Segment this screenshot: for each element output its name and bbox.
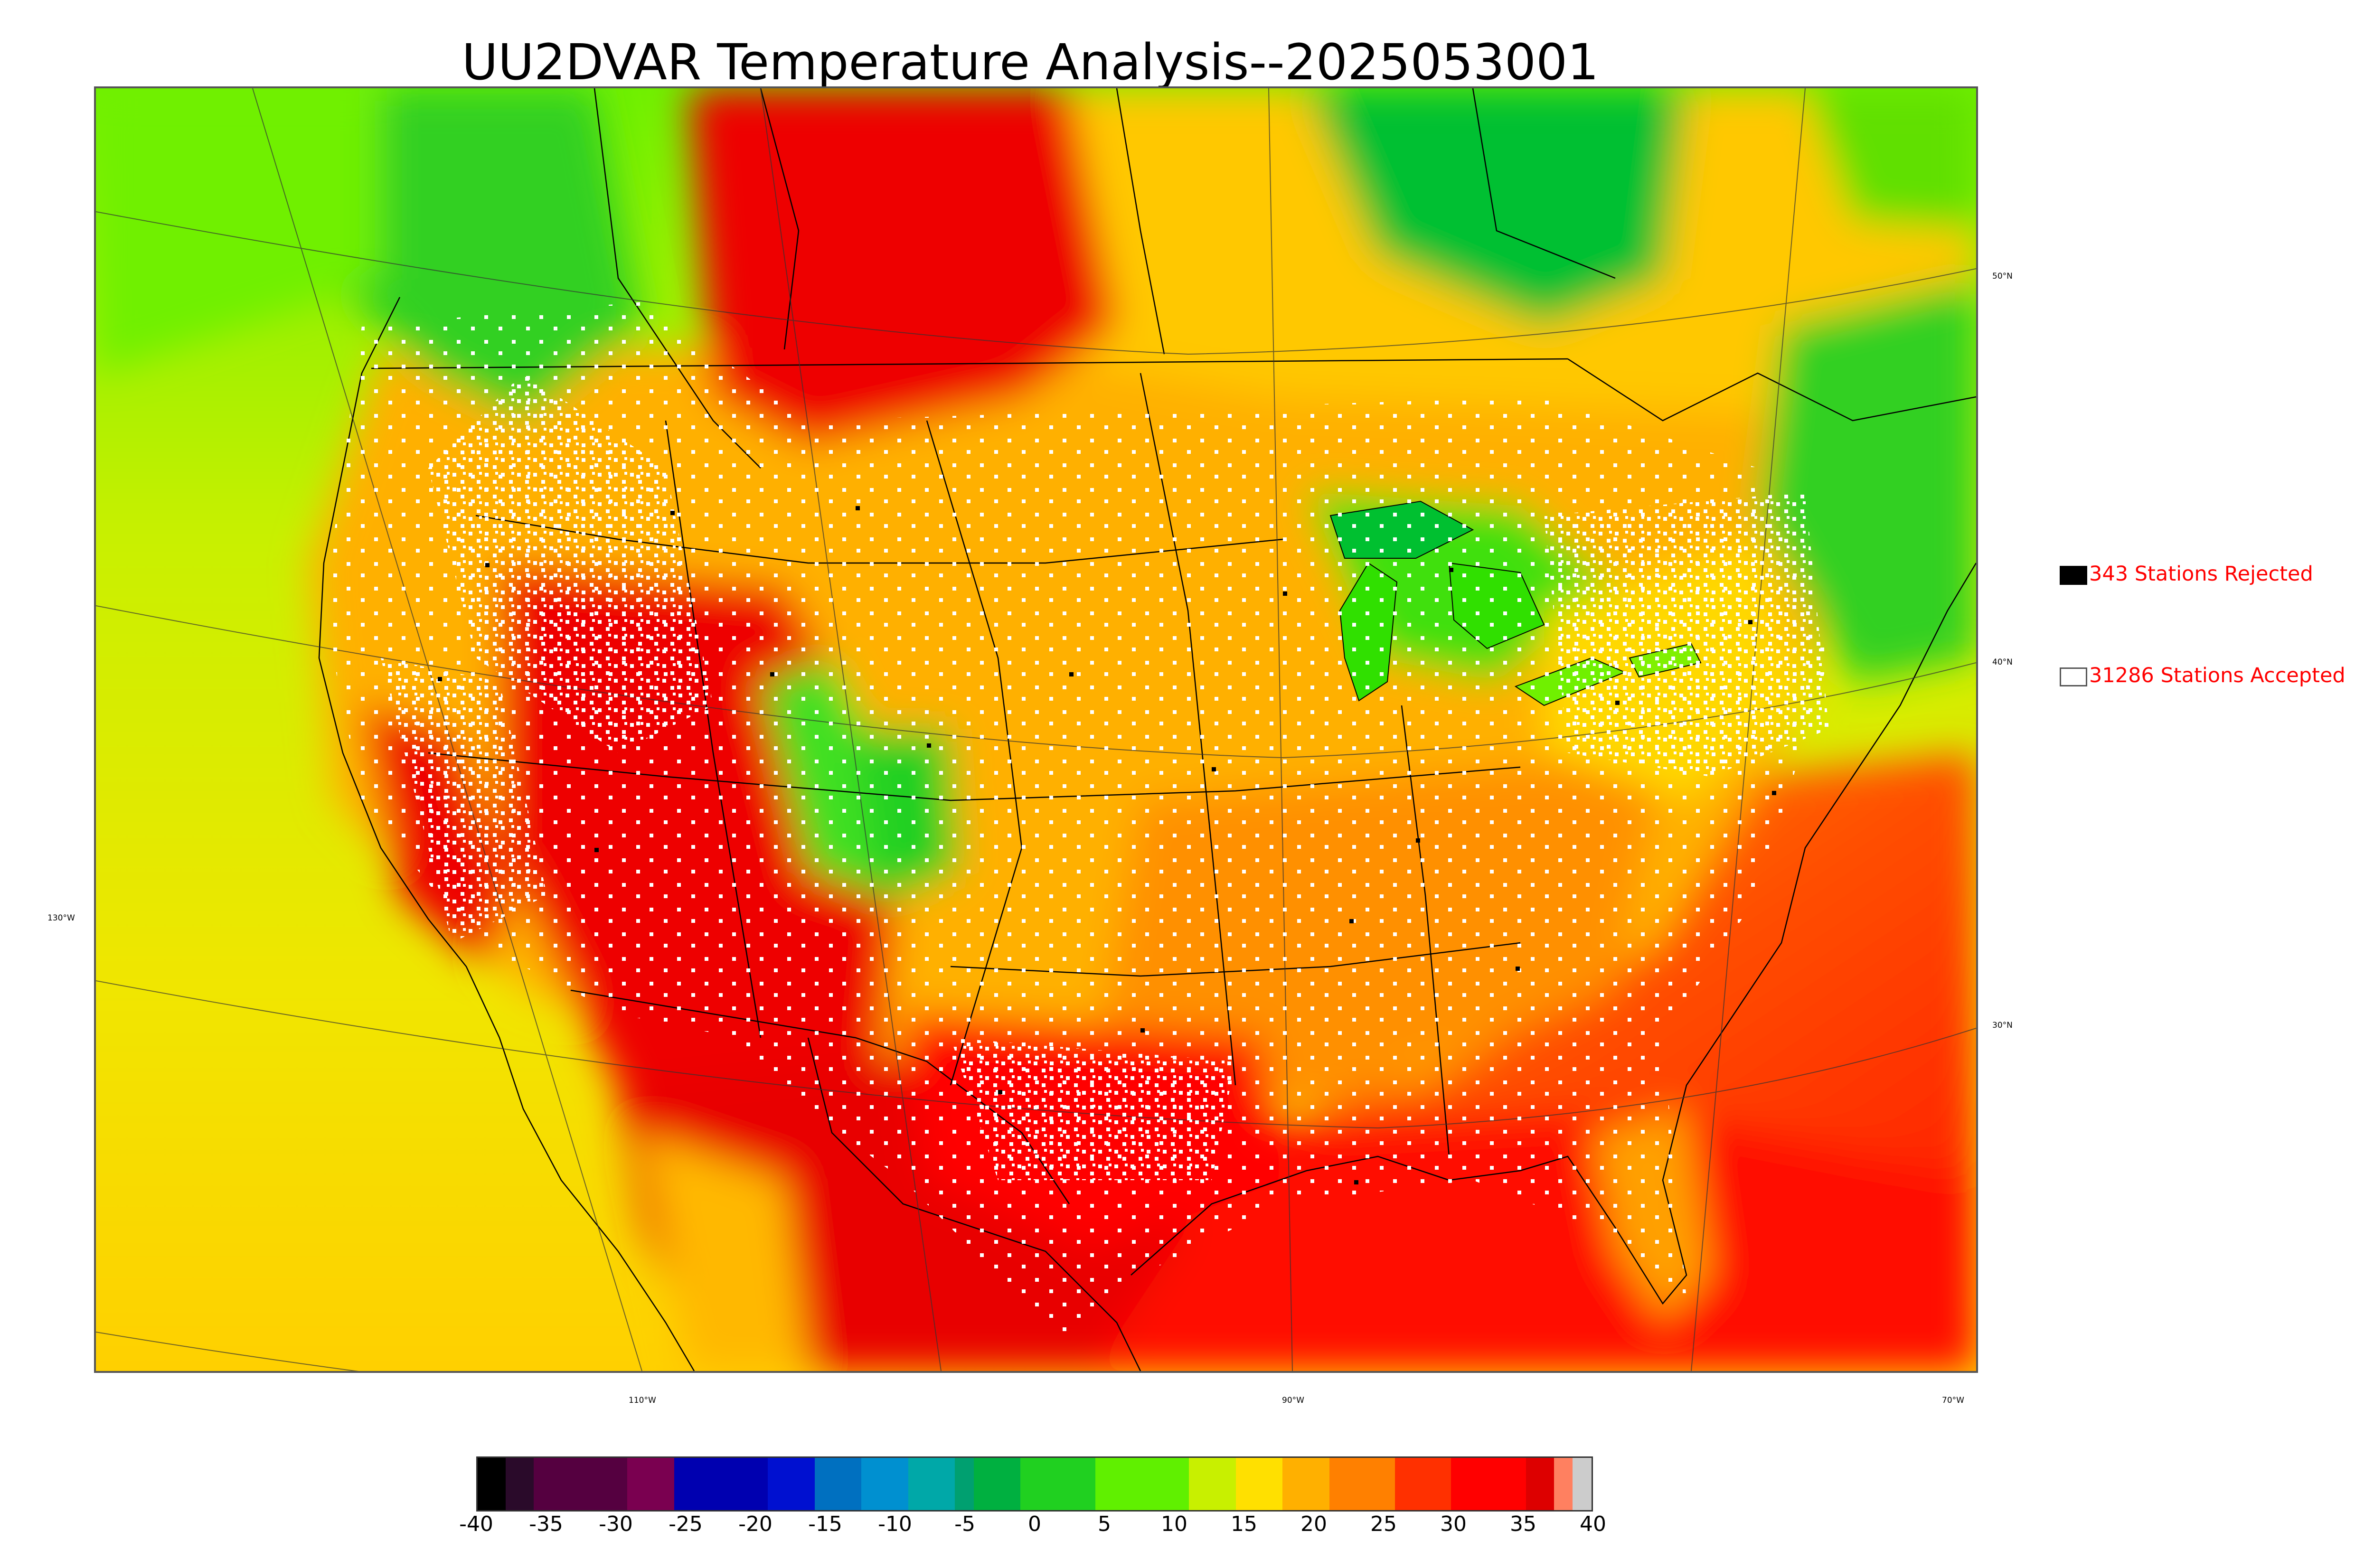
colorbar-segment xyxy=(478,1458,506,1510)
colorbar-segment xyxy=(861,1458,908,1510)
colorbar-tick-label: 25 xyxy=(1370,1512,1397,1536)
colorbar-segment xyxy=(1329,1458,1395,1510)
colorbar-tick-label: 15 xyxy=(1231,1512,1257,1536)
colorbar-tick-label: 30 xyxy=(1440,1512,1467,1536)
colorbar-segment xyxy=(1235,1458,1283,1510)
colorbar-segment xyxy=(1554,1458,1573,1510)
rejected-label: 343 Stations Rejected xyxy=(2089,562,2313,586)
colorbar-tick-label: -20 xyxy=(738,1512,772,1536)
colorbar-segment xyxy=(1573,1458,1592,1510)
rejected-swatch xyxy=(2060,566,2087,585)
colorbar-segment xyxy=(1020,1458,1096,1510)
colorbar-tick-label: -10 xyxy=(878,1512,912,1536)
accepted-swatch xyxy=(2060,667,2087,686)
colorbar-tick-label: -40 xyxy=(459,1512,493,1536)
rejected-stations xyxy=(438,506,1776,1184)
colorbar-segment xyxy=(506,1458,534,1510)
temperature-analysis-map xyxy=(94,86,1978,1373)
accepted-label: 31286 Stations Accepted xyxy=(2089,664,2346,687)
colorbar-segment xyxy=(1189,1458,1236,1510)
lat-label-40n: 40°N xyxy=(1992,657,2013,667)
colorbar-segment xyxy=(1526,1458,1554,1510)
colorbar-tick-label: 20 xyxy=(1300,1512,1327,1536)
colorbar-segment xyxy=(674,1458,768,1510)
colorbar-segment xyxy=(627,1458,674,1510)
lon-label-110w: 110°W xyxy=(629,1396,656,1405)
temperature-colorbar xyxy=(476,1456,1593,1512)
colorbar-segment xyxy=(908,1458,955,1510)
colorbar-tick-label: -35 xyxy=(529,1512,563,1536)
lat-label-50n: 50°N xyxy=(1992,272,2013,281)
colorbar-tick-label: -15 xyxy=(808,1512,842,1536)
colorbar-segment xyxy=(1282,1458,1329,1510)
colorbar-segment xyxy=(973,1458,1021,1510)
accepted-stations xyxy=(324,302,1829,1346)
colorbar-tick-label: -5 xyxy=(954,1512,975,1536)
lon-label-70w: 70°W xyxy=(1942,1396,1964,1405)
colorbar-segment xyxy=(534,1458,628,1510)
colorbar-segment xyxy=(1394,1458,1451,1510)
colorbar-segment xyxy=(1451,1458,1526,1510)
colorbar-segment xyxy=(768,1458,815,1510)
colorbar-tick-label: 35 xyxy=(1510,1512,1536,1536)
colorbar-tick-label: 10 xyxy=(1161,1512,1187,1536)
temperature-field xyxy=(96,88,1976,1371)
colorbar-tick-label: 5 xyxy=(1098,1512,1111,1536)
colorbar-tick-label: 40 xyxy=(1580,1512,1606,1536)
colorbar-ticks: -40 -35 -30 -25 -20 -15 -10 -5 0 5 10 15 20 25 30 35 40 xyxy=(459,1512,1606,1540)
lat-label-30n: 30°N xyxy=(1992,1021,2013,1030)
colorbar-tick-label: -25 xyxy=(669,1512,703,1536)
colorbar-segment xyxy=(955,1458,974,1510)
colorbar-tick-label: 0 xyxy=(1028,1512,1041,1536)
colorbar-segment xyxy=(1095,1458,1189,1510)
colorbar-segment xyxy=(814,1458,862,1510)
colorbar-tick-label: -30 xyxy=(599,1512,633,1536)
lon-label-90w: 90°W xyxy=(1282,1396,1304,1405)
lon-label-130w: 130°W xyxy=(47,913,75,923)
map-title: UU2DVAR Temperature Analysis--2025053001 xyxy=(462,33,1599,91)
